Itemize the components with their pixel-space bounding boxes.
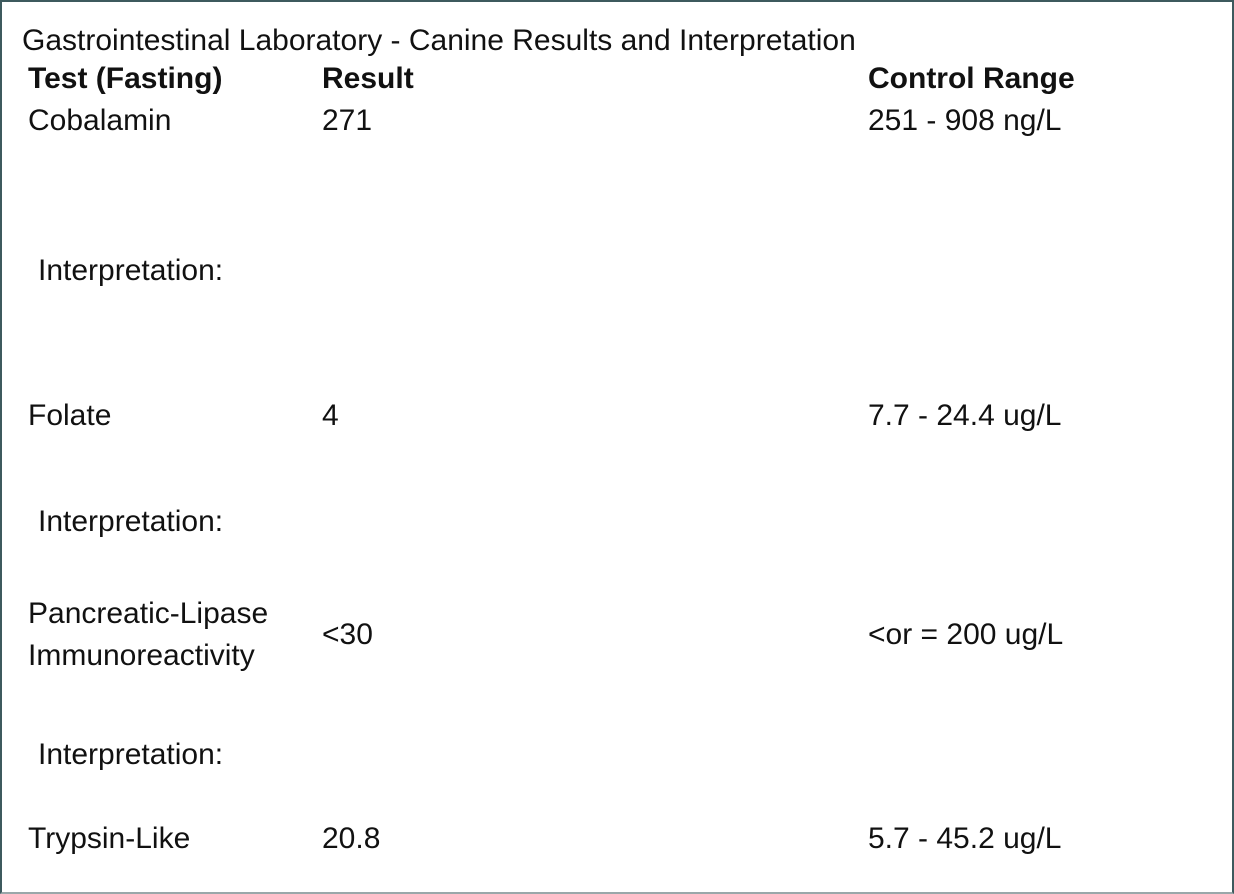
control-range: 251 - 908 ng/L bbox=[868, 104, 1062, 137]
control-range: <or = 200 ug/L bbox=[868, 618, 1064, 651]
report-title: Gastrointestinal Laboratory - Canine Res… bbox=[22, 24, 856, 57]
interpretation-label: Interpretation: bbox=[38, 254, 224, 287]
test-name: Folate bbox=[28, 399, 112, 432]
test-name: Cobalamin bbox=[28, 104, 172, 137]
interpretation-label: Interpretation: bbox=[38, 738, 224, 771]
test-result: 20.8 bbox=[322, 822, 381, 855]
test-name: Pancreatic-Lipase bbox=[28, 597, 269, 630]
control-range: 7.7 - 24.4 ug/L bbox=[868, 399, 1062, 432]
column-header: Control Range bbox=[868, 62, 1075, 95]
test-name: Immunoreactivity bbox=[28, 639, 255, 672]
test-result: 271 bbox=[322, 104, 373, 137]
control-range: 5.7 - 45.2 ug/L bbox=[868, 822, 1062, 855]
test-result: <30 bbox=[322, 618, 373, 651]
test-name: Trypsin-Like bbox=[28, 822, 191, 855]
column-header: Test (Fasting) bbox=[28, 62, 223, 95]
column-header: Result bbox=[322, 62, 414, 95]
interpretation-label: Interpretation: bbox=[38, 505, 224, 538]
test-result: 4 bbox=[322, 399, 339, 432]
